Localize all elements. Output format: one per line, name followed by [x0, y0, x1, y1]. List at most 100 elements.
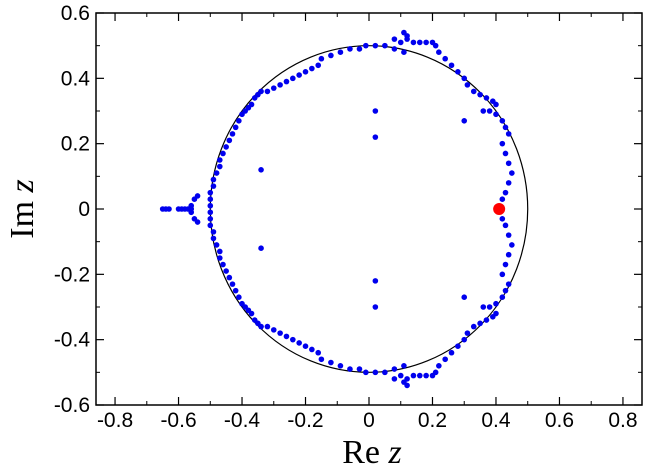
data-point [499, 196, 506, 202]
data-point [442, 356, 448, 363]
data-point [397, 39, 404, 46]
data-point [480, 304, 487, 310]
data-point [229, 281, 236, 287]
data-point [356, 366, 363, 372]
data-point [391, 366, 398, 372]
data-point [505, 281, 512, 287]
data-point [328, 359, 334, 366]
x-axis-label: Re z [342, 434, 402, 471]
data-point [499, 271, 506, 278]
y-tick-label: 0 [78, 198, 90, 221]
data-point [416, 372, 423, 379]
data-point [226, 274, 233, 281]
data-point [436, 363, 442, 369]
data-point [264, 323, 271, 330]
x-tick-label: -0.8 [97, 409, 133, 432]
data-point [372, 134, 379, 140]
data-point [461, 75, 468, 82]
data-point [191, 216, 198, 222]
data-point [217, 163, 223, 170]
data-point [502, 150, 509, 157]
data-point [210, 183, 217, 189]
data-point [347, 46, 353, 52]
data-point [213, 170, 220, 176]
data-point [347, 366, 353, 372]
data-point [258, 167, 264, 173]
data-point [207, 196, 214, 202]
y-tick-label: 0.6 [61, 2, 90, 25]
data-point [436, 49, 442, 55]
data-point [382, 42, 388, 49]
data-point [470, 88, 477, 95]
unit-circle [209, 45, 529, 373]
x-tick-label: 0 [363, 409, 375, 432]
y-axis-ticks: -0.6 -0.4 -0.2 0 0.2 0.4 0.6 [54, 2, 642, 417]
data-point [397, 372, 404, 379]
data-point [509, 170, 515, 176]
data-point [232, 287, 239, 294]
data-point [159, 206, 166, 212]
data-point [382, 369, 388, 376]
data-point [315, 349, 322, 356]
data-point [223, 144, 229, 150]
data-point [499, 294, 506, 301]
data-point [210, 235, 217, 242]
data-point [207, 222, 214, 229]
data-point [363, 42, 369, 49]
data-point [264, 88, 271, 95]
y-tick-label: -0.4 [54, 329, 91, 352]
data-point [505, 131, 512, 137]
data-point [296, 72, 302, 78]
data-point [239, 300, 245, 307]
data-point [448, 62, 455, 69]
data-point [416, 39, 423, 46]
data-point [236, 294, 242, 301]
data-point [217, 248, 223, 255]
data-point [470, 323, 477, 330]
y-tick-label: -0.2 [54, 263, 90, 286]
data-point [191, 196, 198, 202]
data-point [277, 330, 283, 336]
data-point [229, 131, 236, 137]
x-tick-label: -0.4 [224, 409, 261, 432]
data-point [490, 314, 496, 320]
data-point [477, 91, 483, 98]
data-point [302, 343, 309, 350]
data-point [363, 369, 369, 376]
data-point [401, 363, 407, 369]
data-point [486, 304, 493, 310]
data-point [461, 336, 468, 343]
data-point [391, 376, 398, 382]
data-point [318, 55, 325, 62]
data-point [372, 42, 379, 49]
data-point [309, 65, 315, 72]
data-point [502, 189, 509, 196]
plot-area [159, 29, 529, 389]
x-tick-label: 0.4 [481, 409, 511, 432]
data-point [464, 82, 471, 88]
plot-frame [95, 12, 643, 406]
data-point [236, 118, 242, 124]
data-point [432, 42, 439, 49]
data-point [502, 124, 509, 131]
data-point [207, 216, 214, 222]
data-point [505, 180, 512, 186]
x-tick-label: 0.6 [545, 409, 574, 432]
data-point [175, 206, 182, 212]
data-point [283, 78, 290, 85]
y-tick-label: 0.2 [61, 133, 90, 156]
data-point [448, 349, 455, 356]
data-point [277, 82, 283, 88]
data-point [207, 209, 214, 216]
data-point [337, 363, 344, 369]
data-point [391, 36, 398, 42]
data-point [251, 317, 258, 323]
data-point [442, 55, 448, 62]
data-point [502, 222, 509, 229]
data-point [356, 46, 363, 52]
highlight-point [493, 203, 506, 215]
data-point [372, 369, 379, 376]
data-point [270, 327, 277, 333]
x-tick-label: 0.2 [418, 409, 447, 432]
